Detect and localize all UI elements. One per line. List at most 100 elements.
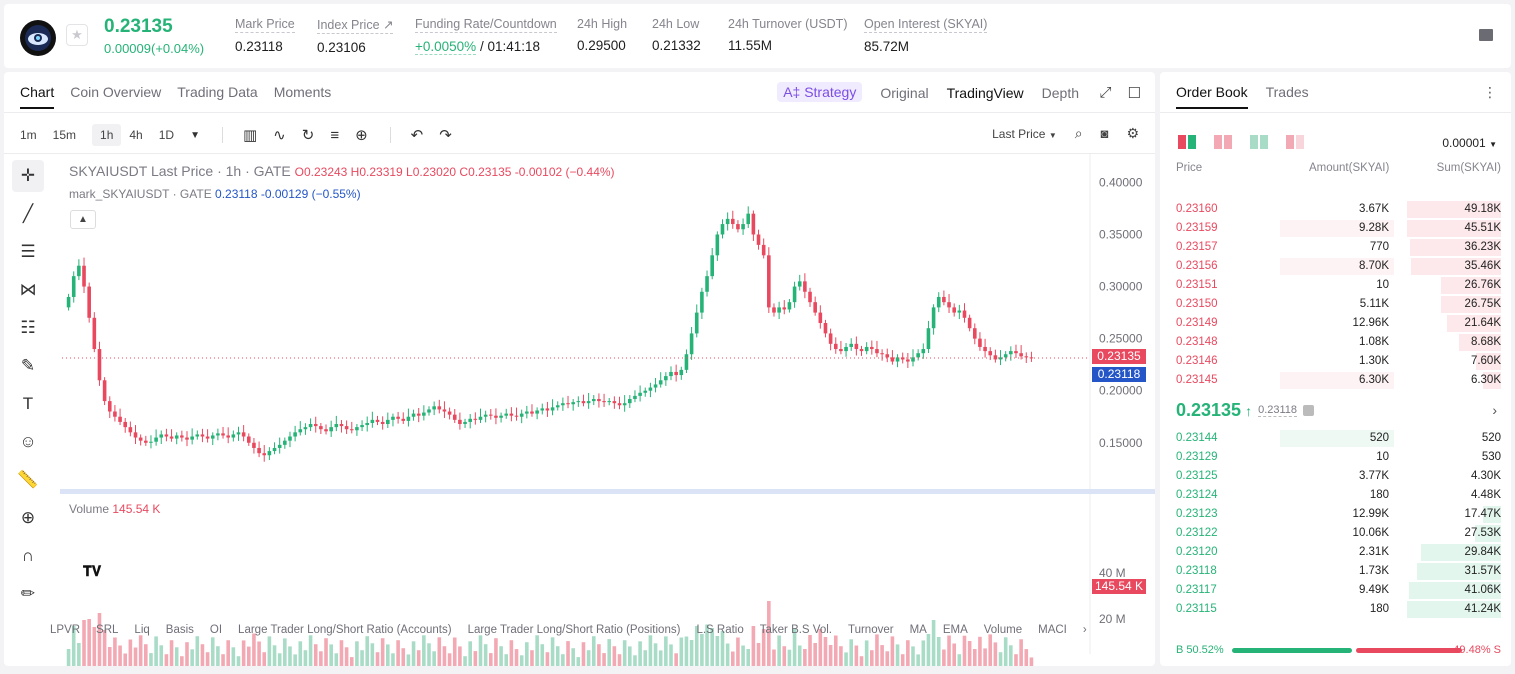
pencil-icon[interactable]: ✏ (20, 584, 36, 603)
candle-body (895, 357, 900, 362)
interval-1h[interactable]: 1h (92, 124, 122, 146)
collapse-legend-button[interactable]: ▲ (70, 210, 96, 229)
brush-icon[interactable]: ✎ (20, 356, 36, 375)
ask-row[interactable]: 0.23146 1.30K 7.60K (1176, 352, 1501, 371)
ask-row[interactable]: 0.23160 3.67K 49.18K (1176, 200, 1501, 219)
indicator-item[interactable]: Basis (165, 624, 194, 636)
bid-row[interactable]: 0.23118 1.73K 31.57K (1176, 562, 1501, 581)
view-both-icon[interactable] (1178, 135, 1196, 149)
crosshair-icon[interactable]: ✛ (12, 160, 44, 192)
chevron-right-icon[interactable]: › (1492, 402, 1497, 418)
bid-row[interactable]: 0.23120 2.31K 29.84K (1176, 543, 1501, 562)
chevron-right-icon[interactable]: › (1082, 624, 1087, 636)
candle-type-icon[interactable]: ▥ (242, 127, 258, 144)
volume-bar (1009, 645, 1013, 666)
indicator-item[interactable]: Large Trader Long/Short Ratio (Accounts) (238, 624, 452, 636)
interval-1d[interactable]: 1D (158, 128, 175, 142)
ask-row[interactable]: 0.23150 5.11K 26.75K (1176, 295, 1501, 314)
bid-row[interactable]: 0.23115 180 41.24K (1176, 600, 1501, 619)
trendline-icon[interactable]: ╱ (22, 204, 34, 223)
indicator-item[interactable]: MACI (1038, 624, 1067, 636)
window-icon[interactable]: ☐ (1127, 85, 1141, 102)
mid-price-row[interactable]: 0.23135 ↑ 0.23118 (1176, 400, 1315, 421)
strategy-button[interactable]: A‡ Strategy (777, 82, 863, 102)
fib-icon[interactable]: ☷ (20, 318, 36, 337)
tab-trades[interactable]: Trades (1265, 84, 1309, 100)
stat-label[interactable]: Funding Rate/Countdown (415, 17, 557, 33)
tab-chart[interactable]: Chart (20, 84, 55, 109)
pattern-icon[interactable]: ⋈ (19, 280, 37, 299)
interval-15m[interactable]: 15m (52, 128, 77, 142)
horizontal-lines-icon[interactable]: ☰ (20, 242, 36, 261)
redo-icon[interactable]: ↷ (439, 127, 452, 144)
stat-label[interactable]: Open Interest (SKYAI) (864, 17, 988, 33)
indicator-item[interactable]: Taker B.S Vol. (759, 624, 832, 636)
bid-row[interactable]: 0.23124 180 4.48K (1176, 486, 1501, 505)
interval-4h[interactable]: 4h (129, 128, 143, 142)
ask-row[interactable]: 0.23159 9.28K 45.51K (1176, 219, 1501, 238)
interval-1m[interactable]: 1m (20, 128, 37, 142)
favorite-star-icon[interactable]: ★ (66, 24, 88, 46)
tab-depth[interactable]: Depth (1041, 85, 1079, 101)
tradingview-logo[interactable]: 𝐓𝐕 (76, 558, 108, 584)
indicators-icon[interactable]: ∿ (273, 127, 286, 144)
indicator-item[interactable]: MA (909, 624, 927, 636)
ask-row[interactable]: 0.23157 770 36.23K (1176, 238, 1501, 257)
ask-row[interactable]: 0.23145 6.30K 6.30K (1176, 371, 1501, 390)
undo-icon[interactable]: ↶ (410, 127, 424, 144)
volume-bar (591, 636, 596, 666)
text-icon[interactable]: T (22, 394, 34, 413)
stat-label[interactable]: Mark Price (235, 17, 295, 33)
view-mixed-icon[interactable] (1214, 135, 1232, 149)
camera-icon[interactable]: ◙ (1100, 126, 1109, 141)
add-alert-icon[interactable]: ⊕ (355, 127, 368, 144)
tab-original[interactable]: Original (880, 85, 929, 101)
precision-select[interactable]: 0.00001 ▼ (1442, 136, 1497, 150)
bid-row[interactable]: 0.23125 3.77K 4.30K (1176, 467, 1501, 486)
indicator-item[interactable]: Liq (134, 624, 150, 636)
zoom-in-icon[interactable]: ⊕ (20, 508, 36, 527)
indicator-item[interactable]: Volume (983, 624, 1023, 636)
indicator-item[interactable]: Large Trader Long/Short Ratio (Positions… (467, 624, 681, 636)
bid-row[interactable]: 0.23144 520 520 (1176, 429, 1501, 448)
expand-icon[interactable]: ⤢ (1099, 84, 1112, 101)
tab-moments[interactable]: Moments (273, 84, 332, 100)
bid-row[interactable]: 0.23129 10 530 (1176, 448, 1501, 467)
templates-icon[interactable]: ≡ (330, 126, 340, 144)
price-chart[interactable]: 0.40000 0.35000 0.30000 0.25000 0.20000 0.150… (4, 154, 1155, 674)
indicator-item[interactable]: SRL (96, 624, 119, 636)
indicator-item[interactable]: L.S Ratio (696, 624, 744, 636)
ask-row[interactable]: 0.23156 8.70K 35.46K (1176, 257, 1501, 276)
ruler-icon[interactable]: 📏 (17, 470, 39, 489)
chevron-down-icon[interactable]: ▼ (190, 129, 200, 141)
last-price-select[interactable]: Last Price ▼ (992, 127, 1057, 141)
bid-row[interactable]: 0.23117 9.49K 41.06K (1176, 581, 1501, 600)
tab-trading-data[interactable]: Trading Data (177, 84, 258, 100)
ask-row[interactable]: 0.23151 10 26.76K (1176, 276, 1501, 295)
tab-order-book[interactable]: Order Book (1176, 84, 1248, 109)
volume-bar (442, 646, 447, 666)
compare-icon[interactable]: ↻ (301, 127, 315, 144)
search-icon[interactable]: ⌕ (1074, 125, 1083, 141)
ask-row[interactable]: 0.23148 1.08K 8.68K (1176, 333, 1501, 352)
indicator-item[interactable]: LPVR (50, 624, 81, 636)
volume-bar (102, 630, 107, 666)
book-icon[interactable] (1479, 29, 1493, 41)
indicator-item[interactable]: EMA (942, 624, 968, 636)
gear-icon[interactable]: ⚙ (1126, 125, 1139, 141)
drawing-toolbar: ✛ ╱ ☰ ⋈ ☷ ✎ T ☺ 📏 ⊕ ∩ ✏ (12, 160, 48, 616)
view-bids-icon[interactable] (1250, 135, 1268, 149)
view-asks-icon[interactable] (1286, 135, 1304, 149)
more-icon[interactable]: ⋮ (1483, 84, 1497, 100)
emoji-icon[interactable]: ☺ (19, 432, 37, 451)
ask-row[interactable]: 0.23149 12.96K 21.64K (1176, 314, 1501, 333)
tab-coin-overview[interactable]: Coin Overview (70, 84, 162, 100)
stat-label[interactable]: Index Price ↗ (317, 18, 394, 34)
bid-row[interactable]: 0.23122 10.06K 27.53K (1176, 524, 1501, 543)
magnet-icon[interactable]: ∩ (21, 546, 35, 565)
indicator-item[interactable]: OI (209, 624, 223, 636)
volume-bar (252, 633, 256, 666)
indicator-item[interactable]: Turnover (847, 624, 894, 636)
tab-tradingview[interactable]: TradingView (946, 85, 1024, 101)
bid-row[interactable]: 0.23123 12.99K 17.47K (1176, 505, 1501, 524)
